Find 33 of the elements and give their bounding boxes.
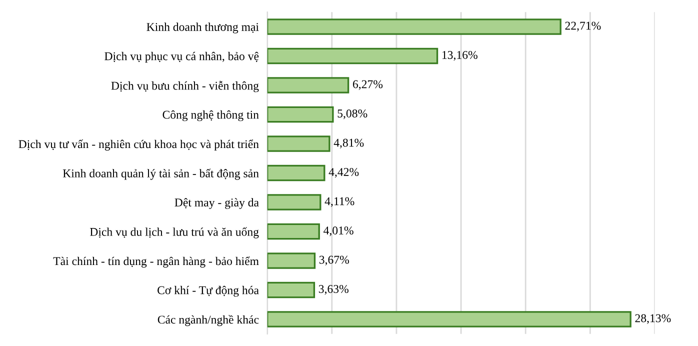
y-tick-label: Dịch vụ du lịch - lưu trú và ăn uống [90,227,259,238]
data-label: 4,11% [324,197,354,207]
data-label: 4,42% [328,168,359,178]
y-tick-label: Dịch vụ phục vụ cá nhân, bảo vệ [104,52,259,63]
y-tick-label: Kinh doanh quản lý tài sản - bất động sản [62,168,259,180]
bar [267,282,316,298]
bar [267,18,562,35]
bar [267,223,320,240]
y-tick-label: Cơ khí - Tự động hóa [158,286,259,297]
data-label: 13,16% [442,50,478,61]
y-tick-label: Dịch vụ tư vấn - nghiên cứu khoa học và phát triển [18,139,259,151]
y-tick-label: Công nghệ thông tin [162,110,259,122]
data-label: 5,08% [338,109,368,120]
y-tick-label: Các ngành/nghề khác [158,314,259,326]
bar [267,77,350,94]
y-tick-label: Tài chính - tín dụng - ngân hàng - bảo hiểm [53,256,259,268]
bar [267,311,632,328]
data-label: 22,71% [565,22,601,32]
bar [267,48,438,64]
data-label: 6,27% [352,80,383,90]
y-tick-label: Dịch vụ bưu chính - viễn thông [111,80,259,92]
data-label: 28,13% [635,314,671,324]
data-label: 3,63% [318,285,348,295]
bar [267,164,326,182]
bar [267,136,330,152]
data-label: 4,81% [334,138,364,148]
data-label: 3,67% [319,256,349,266]
data-label: 4,01% [324,226,354,236]
y-tick-label: Kinh doanh thương mại [146,22,259,34]
y-tick-label: Dệt may - giày da [174,198,259,209]
bar [267,194,322,210]
bar [267,252,316,269]
bar [267,106,334,123]
